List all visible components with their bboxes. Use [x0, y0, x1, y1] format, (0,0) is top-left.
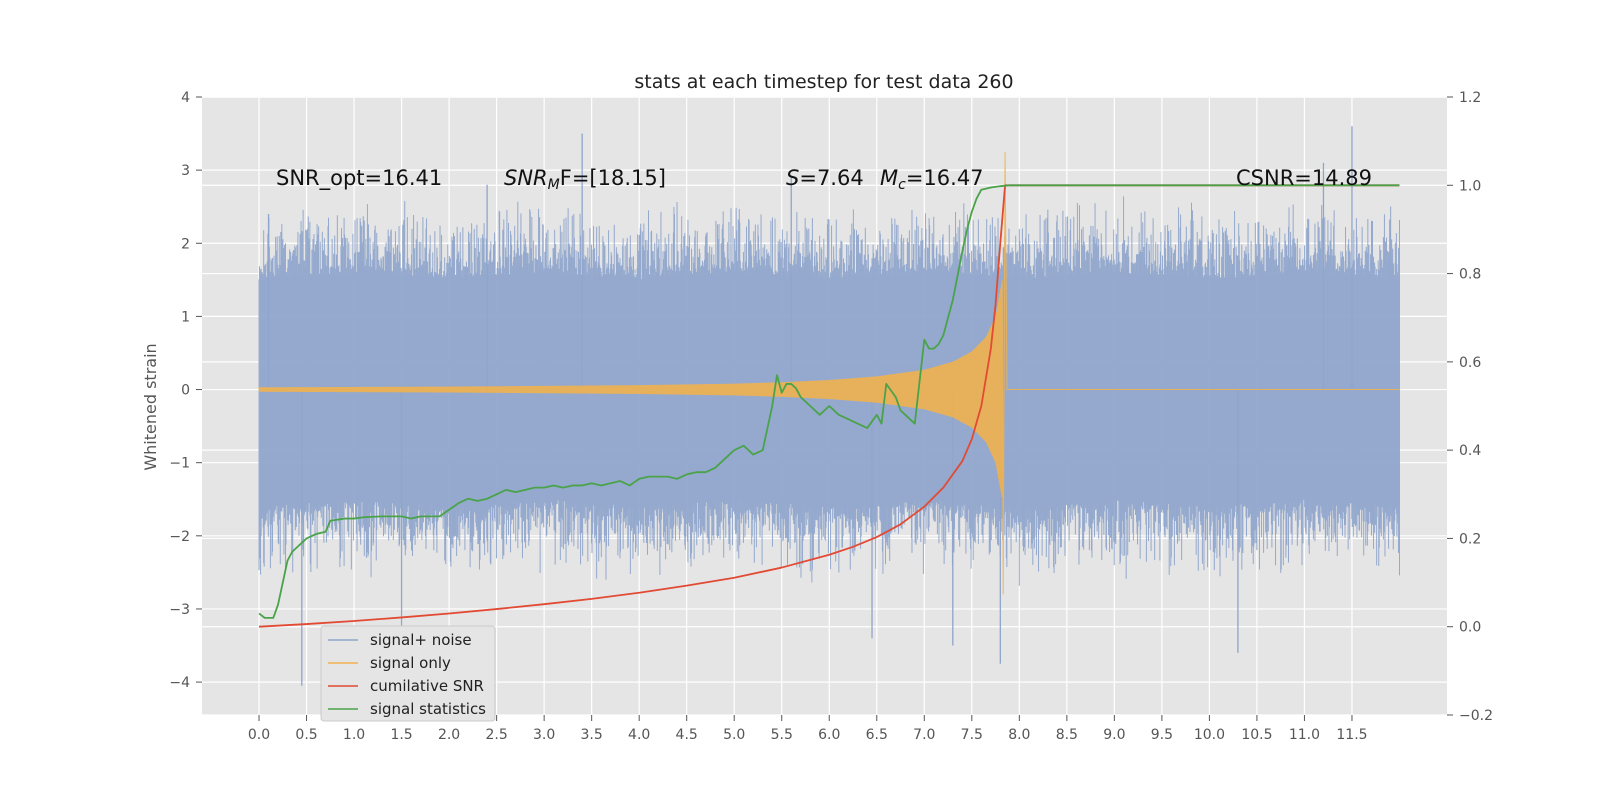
y2-tick-label: 0.2	[1459, 531, 1481, 547]
legend: signal+ noise signal only cumilative SNR…	[320, 625, 496, 722]
y-axis-label: Whitened strain	[141, 343, 160, 470]
y-tick-label: −2	[169, 529, 190, 545]
x-tick-label: 2.0	[438, 727, 460, 743]
annotation-s-italic: S	[786, 166, 799, 190]
y2-tick-label: 1.0	[1459, 178, 1481, 194]
legend-label-signal-statistics: signal statistics	[370, 700, 486, 718]
x-tick-label: 3.5	[581, 727, 603, 743]
signal-statistics-line	[258, 184, 1400, 619]
x-tick-label: 1.5	[390, 727, 412, 743]
annotation-s: S=7.64	[786, 166, 864, 190]
y-tick-label: 1	[181, 309, 190, 325]
legend-label-signal-noise: signal+ noise	[370, 631, 472, 649]
x-tick-label: 7.5	[961, 727, 983, 743]
ticks: 0.0 0.5 1.0 1.5 2.0 2.5 3.0 3.5 4.0 4.5 5.0 5.5 6.0 6…	[169, 90, 1493, 743]
y-tick-label: 0	[181, 383, 190, 399]
x-tick-label: 6.0	[818, 727, 840, 743]
annotation-mc-sub: c	[898, 177, 906, 193]
x-tick-label: 4.5	[676, 727, 698, 743]
y2-tick-label: 0.0	[1459, 620, 1481, 636]
x-tick-label: 0.5	[295, 727, 317, 743]
x-tick-label: 9.0	[1103, 727, 1125, 743]
x-tick-label: 5.5	[771, 727, 793, 743]
y-tick-label: −3	[169, 602, 190, 618]
legend-box	[320, 625, 496, 722]
x-tick-label: 11.0	[1289, 727, 1320, 743]
legend-label-signal-only: signal only	[370, 654, 451, 672]
annotation-snr-opt: SNR_opt=16.41	[276, 166, 442, 191]
y2-tick-label: 0.6	[1459, 355, 1481, 371]
x-tick-label: 7.0	[913, 727, 935, 743]
annotation-mc-value: =16.47	[906, 166, 984, 190]
annotation-snr-mf-rest: F=[18.15]	[560, 166, 666, 190]
y-tick-label: −1	[169, 456, 190, 472]
signal-only-series	[258, 151, 1400, 595]
chart-title: stats at each timestep for test data 260	[634, 71, 1013, 93]
x-tick-label: 8.5	[1056, 727, 1078, 743]
stat-lines	[258, 184, 1400, 628]
x-tick-label: 6.5	[866, 727, 888, 743]
annotation-mc-italic: M	[880, 166, 898, 190]
x-tick-label: 1.0	[343, 727, 365, 743]
x-tick-label: 9.5	[1151, 727, 1173, 743]
x-tick-label: 5.0	[723, 727, 745, 743]
x-tick-label: 11.5	[1336, 727, 1367, 743]
x-tick-label: 4.0	[628, 727, 650, 743]
legend-label-cumulative-snr: cumilative SNR	[370, 677, 484, 695]
y2-tick-label: −0.2	[1459, 708, 1493, 724]
y-tick-label: 2	[181, 236, 190, 252]
y-tick-label: 4	[181, 90, 190, 106]
x-tick-label: 8.0	[1008, 727, 1030, 743]
y2-tick-label: 0.4	[1459, 443, 1481, 459]
y2-tick-label: 0.8	[1459, 267, 1481, 283]
annotation-snr-mf-sub: M	[548, 177, 560, 193]
annotation-snr-mf: SNRMF=[18.15]	[504, 166, 666, 193]
annotation-s-value: =7.64	[799, 166, 863, 190]
y-tick-label: −4	[169, 675, 190, 691]
y-tick-label: 3	[181, 163, 190, 179]
x-tick-label: 3.0	[533, 727, 555, 743]
x-tick-label: 10.0	[1194, 727, 1225, 743]
x-tick-label: 2.5	[485, 727, 507, 743]
signal-only-trace	[258, 151, 1400, 595]
annotation-csnr: CSNR=14.89	[1236, 166, 1372, 190]
annotations: SNR_opt=16.41 SNRMF=[18.15] S=7.64 Mc=16…	[276, 166, 1372, 193]
x-tick-label: 10.5	[1241, 727, 1272, 743]
annotation-mc: Mc=16.47	[880, 166, 984, 193]
x-tick-label: 0.0	[248, 727, 270, 743]
signal-noise-peaks	[267, 126, 1353, 686]
y2-tick-label: 1.2	[1459, 90, 1481, 106]
annotation-snr-mf-base: SNR	[504, 166, 548, 190]
